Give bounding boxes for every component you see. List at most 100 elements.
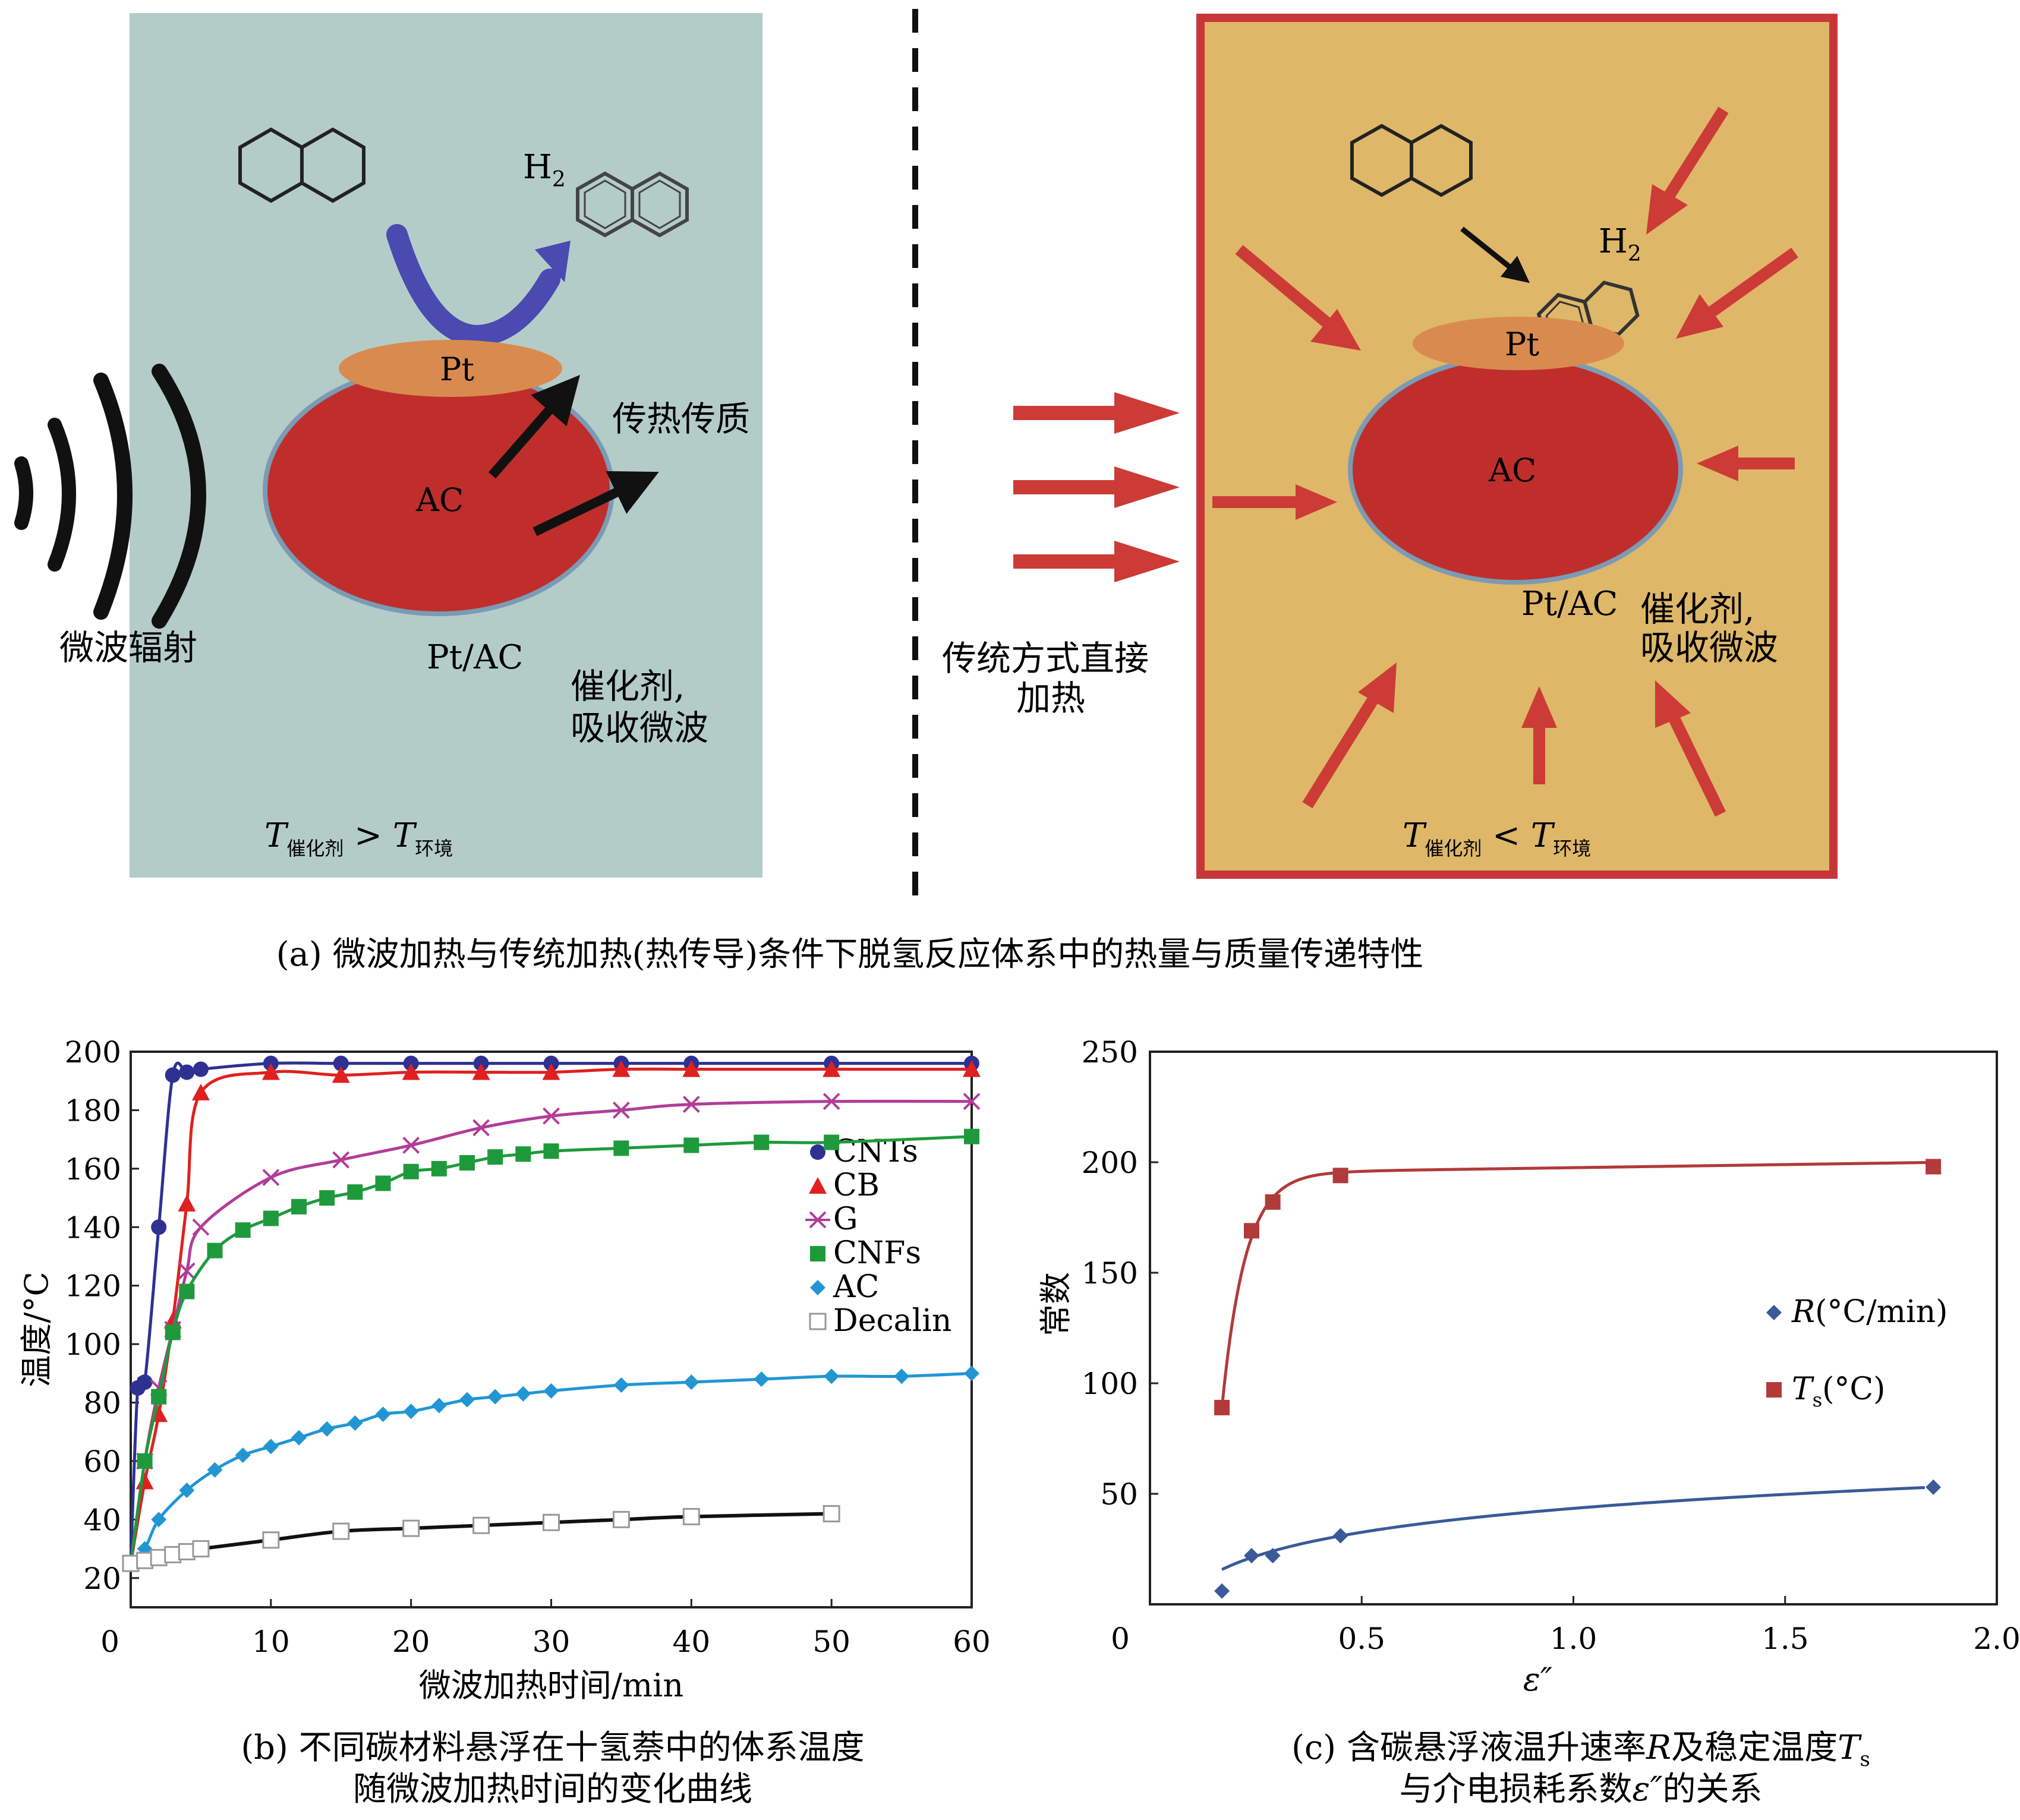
x-tick-label: 0 — [1111, 1622, 1130, 1656]
microwave-label: 微波辐射 — [59, 627, 197, 668]
data-point-CB — [682, 1060, 701, 1077]
series-R(°C/min) — [1214, 1479, 1942, 1599]
pt-label-left: Pt — [440, 351, 474, 388]
data-point-CNFs — [487, 1149, 503, 1165]
data-point-AC — [459, 1392, 475, 1408]
data-point-AC — [964, 1365, 979, 1381]
data-point-G — [178, 1262, 196, 1280]
y-tick-label: 140 — [65, 1210, 121, 1245]
data-point — [1332, 1168, 1348, 1184]
data-point — [1214, 1399, 1230, 1415]
data-point-Decalin — [262, 1531, 280, 1549]
y-tick-label: 100 — [65, 1327, 121, 1362]
y-tick-label: 20 — [83, 1562, 121, 1596]
data-point-CNFs — [137, 1453, 153, 1469]
data-point-CNTs — [151, 1219, 167, 1235]
data-point-CB — [261, 1063, 280, 1080]
data-point-Decalin — [178, 1543, 196, 1560]
pt-disk-left — [339, 340, 562, 397]
data-point-AC — [543, 1383, 559, 1399]
data-point-AC — [824, 1368, 840, 1384]
data-point-AC — [347, 1415, 363, 1431]
data-point-G — [332, 1151, 350, 1169]
heat-inflow-arrows — [1212, 106, 1798, 817]
data-point-CNFs — [347, 1184, 363, 1200]
x-tick-label: 40 — [673, 1625, 711, 1659]
heat-mass-transfer-label: 传热传质 — [612, 399, 750, 439]
x-axis-label: ε″ — [1523, 1661, 1552, 1698]
data-point-G — [823, 1093, 840, 1111]
x-tick-label: 0 — [100, 1625, 119, 1659]
data-point-CNFs — [683, 1137, 699, 1153]
data-point-AC — [263, 1439, 279, 1455]
data-point-CNFs — [375, 1175, 391, 1191]
data-point — [1926, 1479, 1942, 1495]
data-point-AC — [179, 1483, 195, 1499]
y-tick-label: 160 — [65, 1152, 121, 1187]
data-point-AC — [613, 1377, 629, 1393]
data-point-AC — [515, 1386, 531, 1402]
x-tick-label: 50 — [812, 1625, 850, 1659]
transfer-arrow-2 — [532, 471, 659, 537]
legend-label-G: G — [833, 1201, 858, 1237]
y-tick-label: 150 — [1082, 1256, 1138, 1291]
data-point-CB — [963, 1060, 981, 1077]
data-point-Decalin — [332, 1522, 350, 1540]
series-Ts(°C) — [1214, 1159, 1942, 1415]
pt-label-right: Pt — [1505, 326, 1539, 363]
panel-a-conventional-arrows — [1013, 392, 1180, 582]
x-tick-label: 1.0 — [1550, 1622, 1597, 1656]
caption-a: (a) 微波加热与传统加热(热传导)条件下脱氢反应体系中的热量与质量传递特性 — [276, 935, 1424, 974]
data-point-CNFs — [543, 1143, 559, 1159]
y-axis-label: 温度/°C — [18, 1272, 55, 1387]
data-point-G — [543, 1107, 560, 1125]
naphthalene-molecule-icon — [576, 171, 689, 238]
legend-marker — [1766, 1305, 1782, 1320]
temperature-relation-left: T催化剂 > T环境 — [264, 816, 453, 860]
y-tick-label: 120 — [65, 1269, 121, 1304]
data-point-CNTs — [165, 1067, 181, 1083]
data-point — [1265, 1548, 1281, 1564]
blue-arrow-head — [535, 241, 571, 282]
caption-c-line2: 与介电损耗系数ε″的关系 — [1400, 1770, 1763, 1809]
ac-label-left: AC — [415, 481, 464, 519]
data-point-CB — [823, 1060, 841, 1077]
data-point-Decalin — [682, 1507, 700, 1525]
data-point-G — [963, 1093, 981, 1111]
series-AC — [123, 1365, 979, 1572]
data-point-CNFs — [151, 1389, 167, 1405]
legend-marker-CNTs — [810, 1144, 825, 1160]
series-line-AC — [130, 1371, 972, 1564]
data-point-CNFs — [613, 1140, 629, 1156]
x-tick-label: 20 — [392, 1625, 430, 1659]
ptac-label-left: Pt/AC — [427, 638, 523, 677]
data-point-AC — [235, 1447, 251, 1463]
legend-label-CB: CB — [833, 1168, 880, 1203]
legend-label: R(°C/min) — [1791, 1294, 1947, 1330]
x-tick-label: 2.0 — [1973, 1622, 2020, 1656]
data-point — [1214, 1583, 1230, 1599]
data-point-AC — [207, 1462, 223, 1478]
data-point-CB — [472, 1063, 490, 1080]
data-point-CB — [402, 1063, 420, 1080]
y-tick-label: 50 — [1100, 1477, 1138, 1512]
data-point-CNFs — [459, 1155, 475, 1171]
data-point-CB — [612, 1060, 631, 1077]
h2-label-right: H2 — [1599, 222, 1641, 266]
ptac-label-right: Pt/AC — [1521, 585, 1618, 623]
catalyst-label-right-2: 吸收微波 — [1640, 627, 1778, 668]
data-point-CB — [191, 1083, 210, 1100]
y-tick-label: 180 — [65, 1093, 121, 1128]
panel-a-conventional: H2 Pt AC Pt/AC 催化剂, 吸收微波 T催化剂 < T环境 — [1196, 14, 1838, 879]
data-point-G — [192, 1218, 210, 1236]
x-tick-label: 30 — [532, 1625, 571, 1659]
data-point-AC — [151, 1512, 167, 1528]
data-point-CNFs — [179, 1283, 195, 1299]
data-point-G — [262, 1169, 280, 1187]
data-point-CNFs — [263, 1210, 279, 1226]
legend-marker-CNFs — [810, 1246, 825, 1261]
legend-marker-CB — [809, 1177, 827, 1194]
data-point-CNTs — [137, 1374, 153, 1390]
data-point-Decalin — [823, 1505, 840, 1523]
